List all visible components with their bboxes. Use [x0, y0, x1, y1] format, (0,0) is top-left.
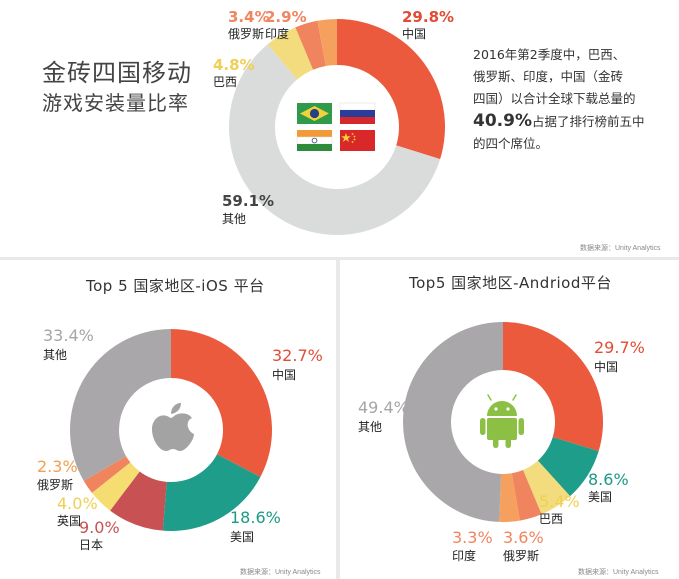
- brazil-flag-icon: [297, 103, 332, 124]
- android-robot-icon: [480, 394, 524, 448]
- ios-donut-chart: 32.7% 中国 18.6% 美国 9.0%日本 4.0%英国 2.3% 俄罗斯 33.4% 其他: [37, 326, 323, 552]
- slice-value-label-3: 5.4%: [539, 492, 580, 511]
- apple-logo-icon: [152, 403, 194, 451]
- donut-slice-6: [70, 329, 171, 481]
- donut-slice-4: [511, 469, 542, 521]
- slice-value-label-1: 29.7%: [594, 338, 645, 357]
- slice-value-label-1: 29.8%: [402, 8, 454, 26]
- slice-value-label-1: 32.7%: [272, 346, 323, 365]
- android-chart-title: Top5 国家地区-Andriod平台: [409, 274, 612, 292]
- source-note: 数据来源：Unity Analytics: [240, 569, 321, 576]
- slice-category-label-6: 其他: [43, 348, 67, 362]
- slice-category-label-1: 中国: [594, 359, 618, 374]
- slice-category-label-5: 印度: [265, 26, 289, 41]
- brics-panel: 金砖四国移动 游戏安装量比率: [0, 0, 679, 257]
- vertical-divider: [336, 260, 340, 579]
- slice-category-label-5: 印度: [452, 548, 476, 563]
- slice-value-label-5: 2.9%: [265, 8, 307, 26]
- summary-line-4-rest: 占据了排行榜前五中: [531, 114, 645, 129]
- summary-line-4: 40.9%占据了排行榜前五中: [473, 110, 673, 133]
- ios-panel: Top 5 国家地区-iOS 平台 32.7% 中国 18.6% 美国 9.0% 日本 4.…: [0, 260, 336, 579]
- slice-category-label-3: 日本: [79, 538, 103, 552]
- donut-slice-5: [83, 456, 131, 493]
- highlight-value: 40.9%: [473, 111, 532, 131]
- donut-slice-2: [229, 44, 441, 235]
- source-note: 数据来源：Unity Analytics: [578, 569, 659, 576]
- android-panel: Top5 国家地区-Andriod平台 29.7% 中国 8.6% 美国 5.4% 巴西 3…: [340, 260, 679, 579]
- donut-slice-5: [317, 19, 337, 67]
- title-line-2: 游戏安装量比率: [42, 91, 189, 115]
- slice-category-label-1: 中国: [272, 367, 296, 382]
- slice-value-label-3: 4.8%: [213, 56, 255, 74]
- slice-value-label-3: 9.0%: [79, 518, 120, 537]
- donut-slice-1: [503, 322, 603, 452]
- slice-category-label-1: 中国: [402, 26, 426, 41]
- horizontal-divider: [0, 257, 679, 260]
- slice-value-label-2: 8.6%: [588, 470, 629, 489]
- donut-slice-3: [110, 471, 167, 531]
- donut-slice-6: [403, 322, 503, 522]
- donut-slice-4: [295, 20, 326, 70]
- slice-category-label-5: 俄罗斯: [37, 478, 73, 492]
- summary-text: 2016年第2季度中，巴西、 俄罗斯、印度，中国（金砖 四国）以合计全球下载总量…: [473, 44, 673, 155]
- slice-value-label-2: 18.6%: [230, 508, 281, 527]
- donut-slice-1: [337, 19, 445, 160]
- title-line-1: 金砖四国移动: [42, 59, 192, 87]
- donut-slice-2: [162, 454, 261, 531]
- slice-value-label-4: 4.0%: [57, 494, 98, 513]
- summary-line-3: 四国）以合计全球下载总量的: [473, 91, 636, 106]
- donut-slice-3: [523, 460, 571, 515]
- india-flag-icon: [296, 130, 333, 151]
- summary-line-5: 的四个席位。: [473, 136, 549, 151]
- donut-slice-3: [267, 27, 314, 80]
- china-flag-icon: [340, 130, 375, 151]
- donut-slices: [70, 329, 272, 531]
- summary-line-1: 2016年第2季度中，巴西、: [473, 47, 626, 62]
- slice-category-label-3: 巴西: [539, 512, 563, 526]
- slice-category-label-6: 其他: [358, 420, 382, 434]
- donut-slice-4: [91, 462, 140, 511]
- slice-value-label-4: 3.4%: [228, 8, 270, 26]
- slice-category-label-2: 美国: [230, 530, 254, 544]
- donut-slices: [403, 322, 603, 522]
- slice-category-label-2: 美国: [588, 490, 612, 504]
- donut-slices: [229, 19, 445, 235]
- slice-value-label-5: 2.3%: [37, 457, 78, 476]
- donut-slice-1: [171, 329, 272, 477]
- android-donut-chart: 29.7% 中国 8.6%美国 5.4%巴西 3.6% 俄罗斯 3.3%印度 49.4% 其他: [358, 322, 645, 563]
- slice-category-label-2: 其他: [222, 212, 246, 226]
- slice-value-label-2: 59.1%: [222, 192, 274, 210]
- slice-value-label-6: 33.4%: [43, 326, 94, 345]
- donut-slice-2: [537, 437, 599, 497]
- page-title: 金砖四国移动 游戏安装量比率: [42, 58, 192, 118]
- donut-slice-5: [499, 473, 520, 522]
- summary-line-2: 俄罗斯、印度，中国（金砖: [473, 69, 624, 84]
- slice-category-label-4: 英国: [57, 514, 81, 528]
- slice-category-label-4: 俄罗斯: [228, 27, 264, 41]
- slice-value-label-4: 3.6%: [503, 528, 544, 547]
- slice-category-label-3: 巴西: [213, 75, 237, 89]
- source-note: 数据来源：Unity Analytics: [580, 245, 661, 252]
- ios-chart-title: Top 5 国家地区-iOS 平台: [86, 277, 265, 295]
- slice-category-label-4: 俄罗斯: [503, 549, 539, 563]
- slice-value-label-5: 3.3%: [452, 528, 493, 547]
- russia-flag-icon: [339, 102, 376, 124]
- flags-group: [296, 102, 376, 151]
- slice-value-label-6: 49.4%: [358, 398, 409, 417]
